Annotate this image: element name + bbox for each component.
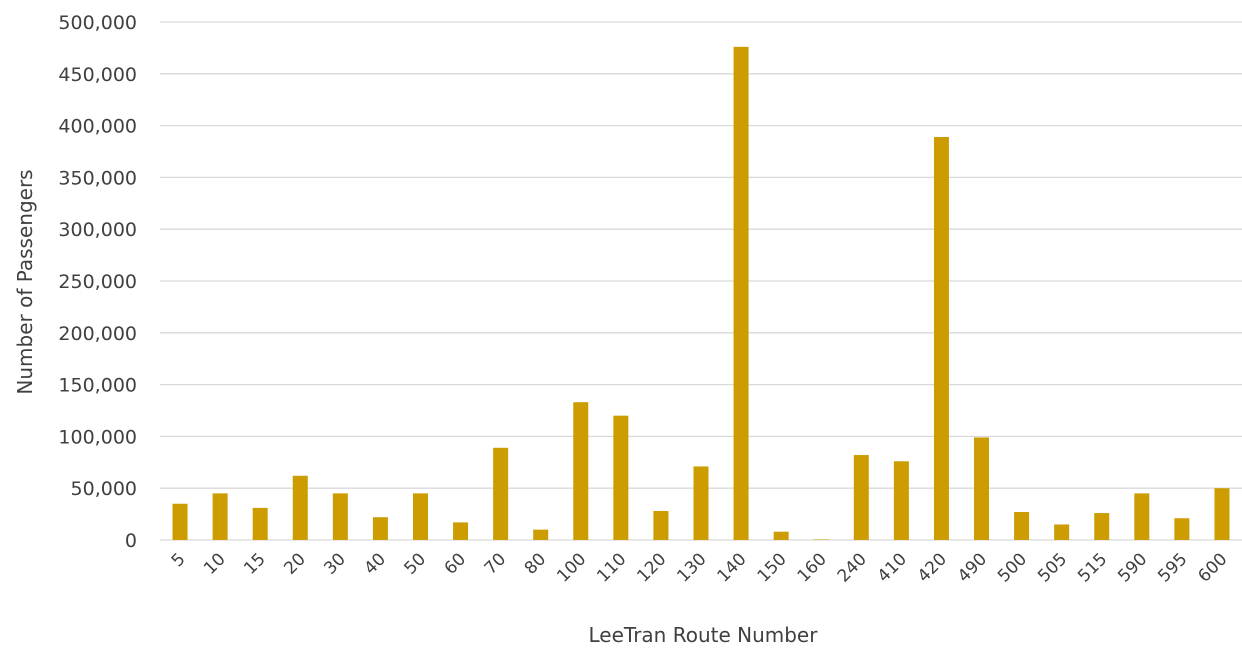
x-tick-label: 515 bbox=[1074, 549, 1111, 586]
bar-route-500 bbox=[1014, 512, 1030, 540]
bar-route-600 bbox=[1214, 488, 1230, 540]
bar-route-60 bbox=[453, 522, 469, 540]
x-tick-label: 140 bbox=[714, 549, 751, 586]
bar-route-100 bbox=[573, 402, 589, 540]
bar-route-80 bbox=[533, 529, 549, 540]
bar-route-490 bbox=[974, 437, 990, 540]
y-tick-label: 400,000 bbox=[58, 116, 137, 138]
bar-route-410 bbox=[893, 461, 909, 540]
x-tick-label: 30 bbox=[320, 549, 349, 578]
y-tick-label: 200,000 bbox=[58, 323, 137, 345]
x-tick-label: 10 bbox=[200, 549, 229, 578]
bar-route-160 bbox=[813, 539, 829, 540]
bar-route-420 bbox=[933, 136, 949, 540]
x-tick-label: 600 bbox=[1194, 549, 1231, 586]
bar-route-5 bbox=[172, 503, 188, 540]
bar-route-590 bbox=[1134, 493, 1150, 540]
x-tick-label: 5 bbox=[168, 549, 190, 571]
x-tick-label: 15 bbox=[240, 549, 269, 578]
y-tick-label: 300,000 bbox=[58, 219, 137, 241]
x-tick-label: 590 bbox=[1114, 549, 1151, 586]
x-tick-label: 130 bbox=[673, 549, 710, 586]
x-tick-label: 410 bbox=[874, 549, 911, 586]
y-axis-ticks: 0 50,000 100,000 150,000 200,000 250,000 300,0… bbox=[58, 12, 137, 552]
x-tick-label: 20 bbox=[280, 549, 309, 578]
x-tick-label: 490 bbox=[954, 549, 991, 586]
bar-route-140 bbox=[733, 46, 749, 540]
y-tick-label: 450,000 bbox=[58, 64, 137, 86]
x-tick-label: 70 bbox=[481, 549, 510, 578]
x-tick-label: 80 bbox=[521, 549, 550, 578]
bar-route-15 bbox=[252, 507, 268, 540]
x-tick-label: 420 bbox=[914, 549, 951, 586]
bar-route-505 bbox=[1054, 524, 1070, 540]
x-axis-ticks: 5 10 15 20 30 40 50 60 70 80 100 110 120 130 140 150 160… bbox=[168, 549, 1232, 586]
bar-route-110 bbox=[613, 415, 629, 540]
bar-route-595 bbox=[1174, 518, 1190, 540]
y-tick-label: 100,000 bbox=[58, 426, 137, 448]
bar-route-240 bbox=[853, 455, 869, 540]
bar-route-30 bbox=[332, 493, 348, 540]
y-tick-label: 350,000 bbox=[58, 167, 137, 189]
x-tick-label: 110 bbox=[593, 549, 630, 586]
bar-route-70 bbox=[493, 447, 509, 540]
x-tick-label: 240 bbox=[834, 549, 871, 586]
y-tick-label: 500,000 bbox=[58, 12, 137, 34]
x-tick-label: 100 bbox=[553, 549, 590, 586]
x-tick-label: 160 bbox=[794, 549, 831, 586]
x-axis-title: LeeTran Route Number bbox=[589, 623, 819, 647]
gridlines bbox=[160, 21, 1242, 541]
y-tick-label: 0 bbox=[125, 530, 137, 552]
x-tick-label: 40 bbox=[360, 549, 389, 578]
bar-route-130 bbox=[693, 466, 709, 540]
bars bbox=[172, 46, 1230, 540]
x-tick-label: 120 bbox=[633, 549, 670, 586]
bar-route-515 bbox=[1094, 513, 1110, 540]
bar-route-40 bbox=[372, 517, 388, 540]
y-tick-label: 50,000 bbox=[71, 478, 137, 500]
x-tick-label: 60 bbox=[441, 549, 470, 578]
bar-route-120 bbox=[653, 510, 669, 540]
y-axis-title: Number of Passengers bbox=[13, 169, 37, 394]
x-tick-label: 50 bbox=[401, 549, 430, 578]
y-tick-label: 250,000 bbox=[58, 271, 137, 293]
bar-route-50 bbox=[412, 493, 428, 540]
bar-route-10 bbox=[212, 493, 228, 540]
x-tick-label: 505 bbox=[1034, 549, 1071, 586]
x-tick-label: 500 bbox=[994, 549, 1031, 586]
bar-route-150 bbox=[773, 531, 789, 540]
y-tick-label: 150,000 bbox=[58, 375, 137, 397]
bar-route-20 bbox=[292, 475, 308, 540]
x-tick-label: 150 bbox=[754, 549, 791, 586]
x-tick-label: 595 bbox=[1154, 549, 1191, 586]
